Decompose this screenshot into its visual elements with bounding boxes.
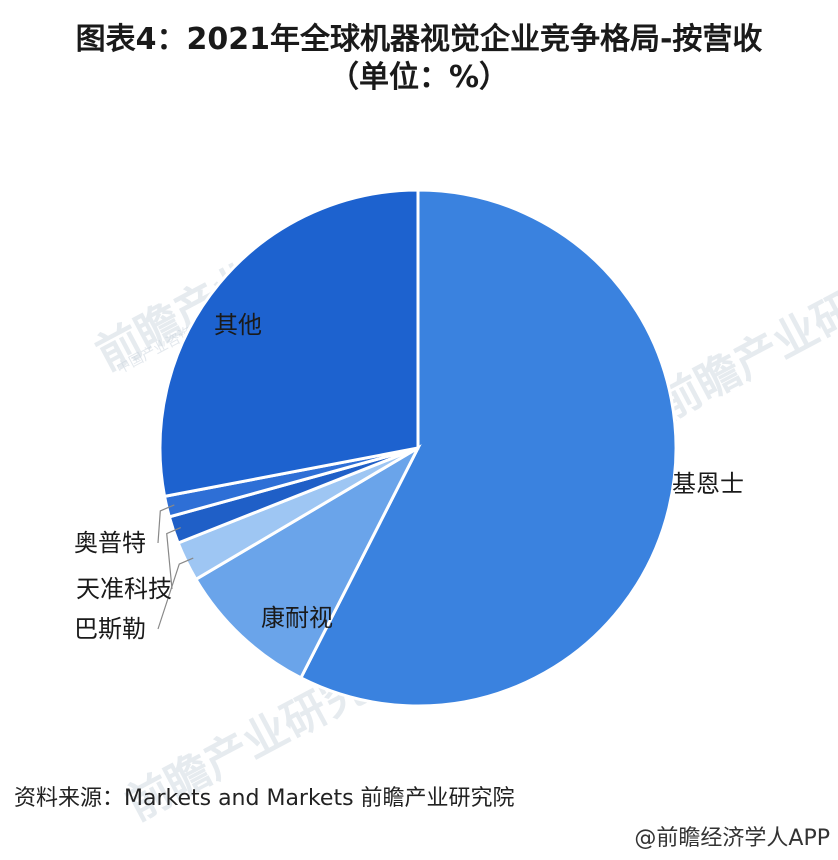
chart-title-line-1: 图表4：2021年全球机器视觉企业竞争格局-按营收 [75,22,763,57]
chart-title-line-2: （单位：%） [328,60,510,95]
source-note: 资料来源：Markets and Markets 前瞻产业研究院 [14,786,515,811]
leader-line-3 [166,527,181,590]
leader-line-4 [157,504,175,544]
slice-label-4: 奥普特 [74,529,146,557]
pie-slice-1 [193,444,422,680]
leader-line-2 [157,557,194,630]
pie-slice-0 [298,188,678,708]
footer-credit: @前瞻经济学人APP [634,826,830,851]
slice-label-0: 基恩士 [672,470,744,498]
slice-label-3: 天准科技 [76,575,172,603]
slice-label-2: 巴斯勒 [74,615,146,643]
pie-slice-5 [158,188,420,499]
slice-label-1: 康耐视 [261,604,333,632]
slice-label-5: 其他 [214,311,262,339]
